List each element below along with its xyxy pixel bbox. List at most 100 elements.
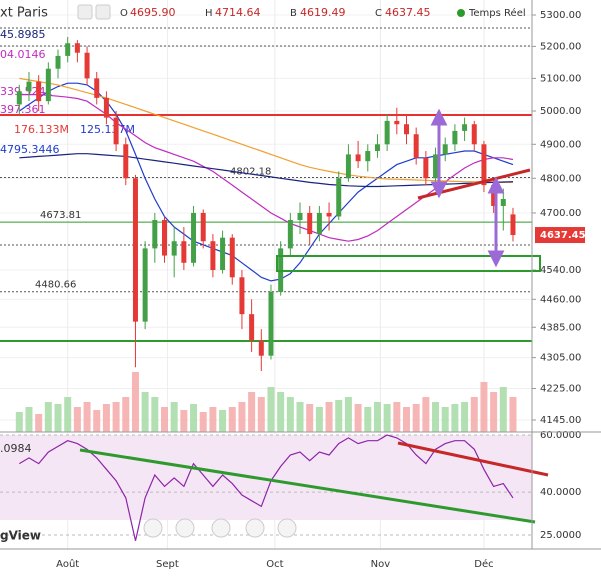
volume-bar: [286, 397, 294, 432]
rsi-tick-label: 40.0000: [540, 487, 581, 498]
y-tick-label: 5300.00: [540, 10, 581, 21]
ohlc-value: 4637.45: [385, 6, 431, 19]
candle-body: [500, 198, 506, 206]
candle-body: [181, 241, 187, 263]
volume-bar: [238, 402, 246, 432]
level-label: 4802.18: [230, 167, 271, 178]
volume-bar: [461, 402, 469, 432]
y-tick-label: 4305.00: [540, 353, 581, 364]
candle-body: [94, 78, 100, 98]
x-tick-label: Déc: [474, 558, 493, 570]
volume-bar: [335, 400, 343, 432]
candle-body: [433, 154, 439, 179]
candle-body: [239, 277, 245, 315]
candle-body: [36, 81, 42, 102]
rsi-label: .0984: [0, 442, 32, 455]
volume-bar: [102, 404, 110, 432]
arrow-head: [430, 108, 448, 126]
volume-bar: [180, 410, 188, 432]
zoom-button[interactable]: [175, 518, 195, 538]
y-tick-label: 4460.00: [540, 294, 581, 305]
candle-body: [229, 237, 235, 278]
candle-body: [355, 154, 361, 162]
candle-body: [200, 212, 206, 242]
candle-body: [287, 219, 293, 249]
candle-body: [326, 212, 332, 217]
volume-bar: [470, 397, 478, 432]
candle-body: [423, 157, 429, 179]
volume-bar: [257, 397, 265, 432]
watermark: gView: [0, 529, 41, 543]
volume-bar: [219, 410, 227, 432]
rsi-trend: [79, 448, 536, 524]
candle-body: [65, 43, 71, 56]
x-tick-label: Oct: [266, 559, 283, 570]
volume-bar: [393, 402, 401, 432]
rsi-trend: [397, 441, 549, 477]
candle-body: [74, 43, 80, 53]
zoom-button[interactable]: [277, 518, 297, 538]
legend-text: 176.133M: [14, 123, 69, 136]
volume-bar: [277, 392, 285, 432]
volume-bar: [151, 397, 159, 432]
moving-average: [19, 94, 514, 242]
candle-body: [442, 144, 448, 155]
candle-body: [471, 124, 477, 145]
button[interactable]: [95, 4, 111, 20]
ohlc-value: 4619.49: [300, 6, 346, 19]
rsi-line: [18, 434, 514, 541]
y-tick-label: 5100.00: [540, 73, 581, 84]
candle-body: [394, 120, 400, 125]
candle-body: [316, 212, 322, 235]
volume-bar: [403, 407, 410, 432]
level-label: 4480.66: [35, 280, 76, 291]
zoom-controls: [143, 518, 297, 538]
level-label: 4673.81: [40, 210, 81, 221]
zone-box: [276, 255, 541, 272]
volume-bar: [451, 404, 459, 432]
volume-bar: [354, 404, 362, 432]
volume-bar: [306, 404, 314, 432]
zoom-button[interactable]: [245, 518, 265, 538]
y-tick-label: 4540.00: [540, 265, 581, 276]
candle-body: [374, 144, 380, 152]
arrow-head: [487, 176, 505, 194]
candle-body: [84, 52, 90, 79]
y-tick-label: 4385.00: [540, 322, 581, 333]
ohlc-value: 4714.64: [215, 6, 261, 19]
title: xt Paris: [0, 6, 48, 21]
candle-body: [404, 124, 409, 135]
x-tick-label: Sept: [156, 559, 179, 570]
candle-body: [491, 185, 497, 206]
zoom-button[interactable]: [211, 518, 231, 538]
legend-text: 04.0146: [0, 48, 46, 61]
x-tick-label: Nov: [371, 559, 391, 570]
volume-bar: [93, 410, 101, 432]
candle-body: [152, 219, 158, 249]
volume-bar: [73, 407, 81, 432]
volume-bar: [412, 404, 420, 432]
button[interactable]: [77, 4, 93, 20]
candle-body: [268, 291, 274, 356]
candle-body: [26, 81, 32, 92]
volume-bar: [499, 387, 507, 432]
volume-bar: [112, 402, 120, 432]
rsi-tick-label: 60.0000: [540, 430, 581, 441]
candle-body: [171, 241, 177, 256]
legend-text: 339.5241: [0, 85, 53, 98]
volume-bar: [64, 397, 72, 432]
candle-body: [297, 212, 303, 220]
status-dot: [457, 9, 465, 17]
legend-text: 45.8985: [0, 28, 46, 41]
arrow-head: [487, 250, 505, 268]
volume-bar: [509, 397, 517, 432]
zoom-button[interactable]: [143, 518, 163, 538]
volume-bar: [441, 407, 449, 432]
volume-bar: [296, 402, 304, 432]
candle-body: [384, 120, 390, 145]
volume-bar: [383, 404, 391, 432]
candle-body: [210, 241, 216, 271]
volume-bar: [35, 414, 43, 432]
candle-body: [258, 340, 264, 356]
volume-bar: [209, 407, 217, 432]
